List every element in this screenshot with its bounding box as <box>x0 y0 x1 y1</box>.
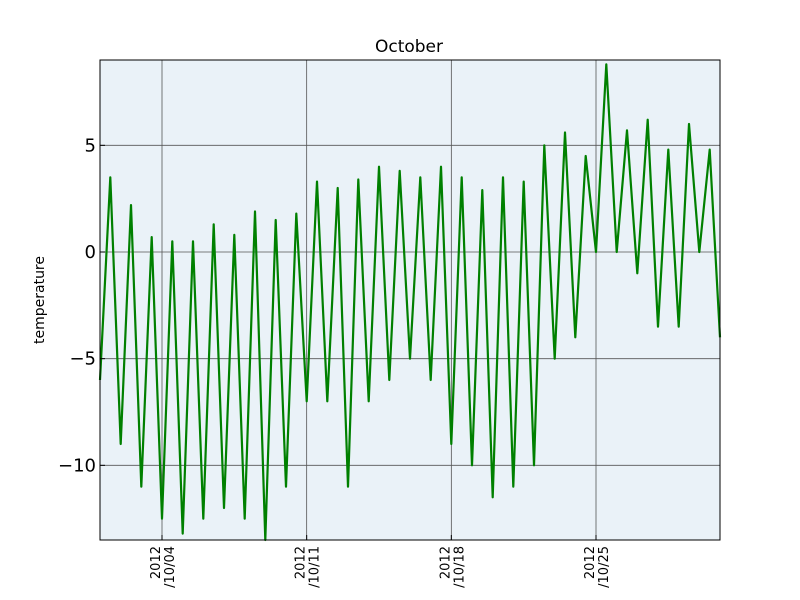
x-tick-label-date: /10/04 <box>163 546 178 588</box>
chart-title: October <box>375 37 443 57</box>
plot-frame <box>99 59 721 541</box>
x-tick-label-date: /10/18 <box>452 546 467 588</box>
x-tick-label-year: 2012 <box>438 546 453 579</box>
x-tick-label-date: /10/11 <box>308 546 323 588</box>
x-tick-label: 2012/10/11 <box>294 546 323 588</box>
series-layer <box>98 63 722 542</box>
y-tick-label: −10 <box>58 455 96 476</box>
x-tick-label-year: 2012 <box>583 546 598 579</box>
plot-area <box>100 60 720 540</box>
x-tick-label-year: 2012 <box>294 546 309 579</box>
x-tick-label-date: /10/25 <box>597 546 612 588</box>
y-tick-label: 5 <box>85 135 96 156</box>
x-tick-label: 2012/10/04 <box>149 546 178 588</box>
y-tick-label: 0 <box>85 242 96 263</box>
x-tick-label-year: 2012 <box>149 546 164 579</box>
y-tick-label: −5 <box>69 349 96 370</box>
y-axis-label: temperature <box>32 256 48 344</box>
x-tick-label: 2012/10/18 <box>438 546 467 588</box>
temperature-series-line <box>98 63 722 542</box>
x-tick-label: 2012/10/25 <box>583 546 612 588</box>
